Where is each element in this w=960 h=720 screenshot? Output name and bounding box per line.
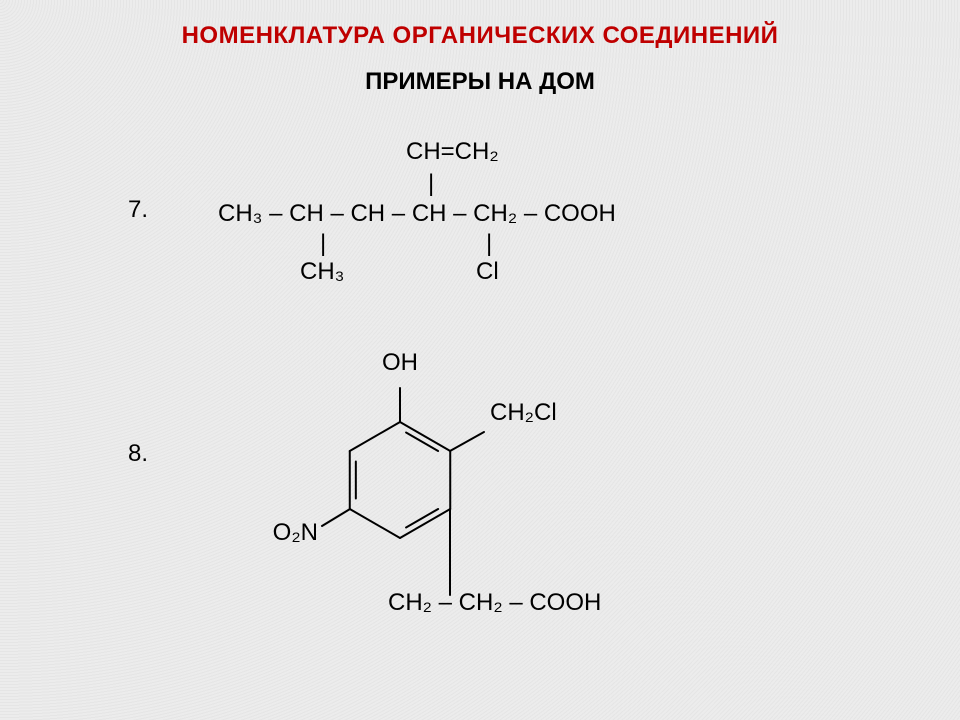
q8-structure: OH CH₂Cl CH₂ – CH₂ – COOH O₂N (0, 0, 960, 720)
svg-text:CH₂ – CH₂ – COOH: CH₂ – CH₂ – COOH (388, 589, 601, 616)
svg-text:OH: OH (382, 349, 418, 376)
svg-text:CH₂Cl: CH₂Cl (490, 399, 557, 426)
svg-text:O₂N: O₂N (273, 519, 318, 546)
